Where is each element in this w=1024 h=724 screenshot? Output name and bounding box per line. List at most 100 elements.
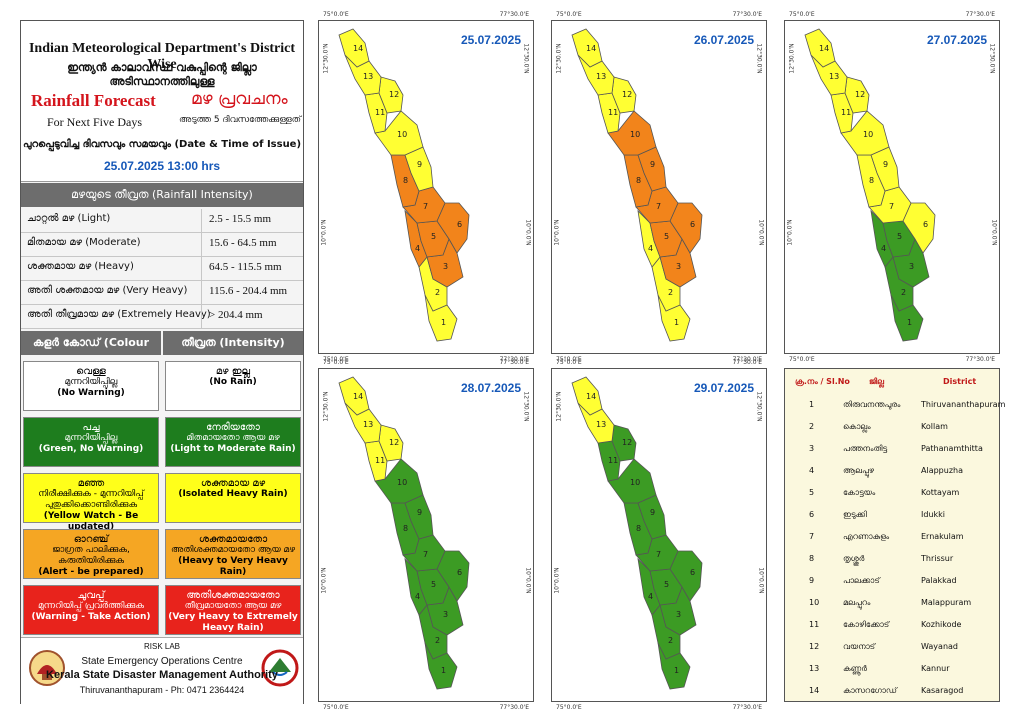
district-number: 11 [608, 456, 618, 465]
coord-lat-top-right: 12°30.0'N [755, 391, 763, 422]
legend-en: Kollam [921, 422, 948, 431]
footer-seoc: State Emergency Operations Centre [81, 656, 243, 667]
legend-ml: പത്തനംതിട്ട [843, 444, 888, 453]
district-number: 10 [630, 478, 640, 487]
cell-title: മഞ്ഞ [77, 478, 105, 489]
coord-lon-right: 77°30.0'E [499, 359, 529, 366]
legend-ml: ഇടുക്കി [843, 510, 867, 519]
coord-lat-top: 12°30.0'N [322, 391, 330, 422]
legend-row: 4 ആലപ്പുഴ Alappuzha [785, 461, 999, 483]
legend-no: 9 [809, 576, 815, 585]
footer-ksdma: Kerala State Disaster Management Authori… [46, 669, 278, 681]
coord-lat-top: 12°30.0'N [555, 43, 563, 74]
district-number: 3 [909, 262, 914, 271]
legend-row: 7 എറണാകുളം Ernakulam [785, 527, 999, 549]
district-number: 10 [630, 130, 640, 139]
coord-lon-left-bottom: 75°0.0'E [323, 704, 349, 711]
district-number: 13 [596, 420, 606, 429]
intensity-label: അതി ശക്തമായ മഴ (Very Heavy) [27, 285, 188, 296]
district-6 [436, 550, 470, 602]
district-number: 5 [431, 580, 436, 589]
legend-no: 1 [809, 400, 815, 409]
cell-english: (Green, No Warning) [38, 444, 144, 454]
legend-en: Thrissur [921, 554, 954, 563]
legend-en: Malappuram [921, 598, 972, 607]
coord-lon-left: 75°0.0'E [323, 11, 349, 18]
colour-code-left-cell: പച്ച മുന്നറിയിപ്പില്ല (Green, No Warning) [23, 417, 159, 467]
intensity-label: ശക്തമായ മഴ (Heavy) [27, 261, 134, 272]
cell-subtitle: മിതമായതോ ആയ മഴ [186, 433, 280, 443]
district-number: 12 [622, 438, 632, 447]
intensity-range: 64.5 - 115.5 mm [209, 261, 282, 273]
coord-lon-left: 75°0.0'E [323, 359, 349, 366]
cell-title: ശക്തമായ മഴ [200, 478, 266, 489]
intensity-range: 15.6 - 64.5 mm [209, 237, 277, 249]
title-ml: ഇന്ത്യൻ കാലാവസ്ഥ വകുപ്പിന്റെ ജില്ലാ അടിസ… [67, 61, 257, 88]
cell-english: (Light to Moderate Rain) [170, 444, 296, 454]
district-number: 4 [648, 244, 653, 253]
coord-lat-mid: 10°0.0'N [553, 219, 561, 246]
district-number: 5 [664, 232, 669, 241]
cell-title: ഓറഞ്ച് [73, 534, 109, 545]
cell-title: പച്ച [82, 422, 100, 433]
colour-code-left-cell: ഓറഞ്ച് ജാഗ്രത പാലിക്കുക, കരുതിയിരിക്കുക (A… [23, 529, 159, 579]
coord-lat-top: 12°30.0'N [555, 391, 563, 422]
district-number: 3 [443, 610, 448, 619]
district-number: 10 [863, 130, 873, 139]
cell-english: (Alert - be prepared) [38, 567, 144, 577]
district-10 [374, 458, 424, 504]
legend-ml: ആലപ്പുഴ [843, 466, 874, 475]
district-number: 6 [690, 568, 695, 577]
rainfall-forecast-title: Rainfall Forecast [31, 91, 156, 110]
district-number: 12 [389, 90, 399, 99]
cell-title: നേരിയതോ [206, 422, 260, 433]
coord-lon-left-bottom: 75°0.0'E [789, 356, 815, 363]
legend-head-no: ക്ര.നം / Sl.No [795, 377, 850, 386]
cell-subtitle: തീവ്രമായതോ ആയ മഴ [184, 601, 282, 611]
district-number: 8 [869, 176, 874, 185]
cell-subtitle: മുന്നറിയിപ്പില്ല [64, 433, 118, 443]
district-number: 3 [676, 610, 681, 619]
map-date: 25.07.2025 [460, 33, 521, 47]
coord-lon-right-bottom: 77°30.0'E [732, 356, 762, 363]
colour-code-heading: കളർ കോഡ് (Colour Code) [21, 331, 161, 373]
district-14 [571, 376, 603, 416]
title-en: Indian Meteorological Department's Distr… [28, 41, 296, 72]
coord-lon-right: 77°30.0'E [965, 11, 995, 18]
legend-en: Kasaragod [921, 686, 964, 695]
district-number: 7 [423, 550, 428, 559]
district-number: 4 [415, 592, 420, 601]
forecast-map: 1 2 3 4 5 6 7 8 9 10 11 12 13 14 28.07.2025 75°0.0'E 77°… [318, 359, 534, 711]
legend-row: 5 കോട്ടയം Kottayam [785, 483, 999, 505]
district-14 [338, 28, 370, 68]
legend-row: 6 ഇടുക്കി Idukki [785, 505, 999, 527]
district-number: 2 [435, 288, 440, 297]
district-number: 12 [855, 90, 865, 99]
coord-lon-right: 77°30.0'E [732, 11, 762, 18]
intensity-range: > 204.4 mm [209, 309, 263, 321]
legend-no: 3 [809, 444, 815, 453]
footer-phone: Thiruvananthapuram - Ph: 0471 2364424 [79, 685, 245, 695]
map-date: 27.07.2025 [926, 33, 987, 47]
district-number: 11 [608, 108, 618, 117]
cell-english: (Very Heavy to Extremely Heavy Rain) [168, 612, 298, 633]
coord-lat-mid-right: 10°0.0'N [757, 219, 765, 246]
legend-head-en: District [943, 377, 977, 386]
legend-ml: കൊല്ലം [843, 422, 871, 431]
coord-lon-left: 75°0.0'E [789, 11, 815, 18]
district-number: 2 [668, 636, 673, 645]
coord-lat-mid-right: 10°0.0'N [524, 219, 532, 246]
district-10 [374, 110, 424, 156]
district-number: 9 [417, 508, 422, 517]
district-number: 1 [674, 318, 679, 327]
cell-english: (Heavy to Very Heavy Rain) [178, 556, 288, 577]
colour-code-right-cell: അതിശക്തമായതോ തീവ്രമായതോ ആയ മഴ (Very Heavy … [165, 585, 301, 635]
district-number: 2 [668, 288, 673, 297]
district-number: 5 [664, 580, 669, 589]
district-number: 6 [923, 220, 928, 229]
district-number: 5 [431, 232, 436, 241]
district-number: 1 [907, 318, 912, 327]
district-number: 7 [656, 202, 661, 211]
cell-subtitle: അതിശക്തമായതോ ആയ മഴ [171, 545, 295, 555]
